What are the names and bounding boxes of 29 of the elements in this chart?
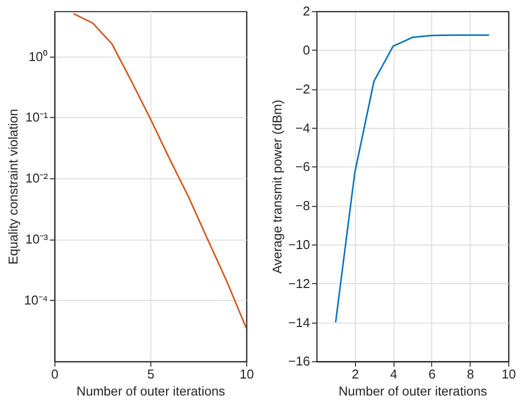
- y-tick-label: 2: [302, 4, 310, 19]
- y-tick-label: 0: [302, 42, 310, 58]
- x-axis-title: Number of outer iterations: [76, 383, 226, 398]
- x-tick-label: 4: [390, 366, 398, 382]
- y-tick-label: 10⁻²: [25, 170, 49, 186]
- x-axis-title: Number of outer iterations: [338, 383, 488, 398]
- y-tick-label: 10⁰: [28, 48, 48, 64]
- y-tick-label: −14: [288, 314, 310, 330]
- y-tick-label: 10⁻³: [25, 232, 49, 247]
- y-tick-label: −10: [288, 236, 310, 252]
- x-tick-label: 8: [466, 366, 474, 382]
- y-tick-label: −16: [288, 354, 310, 369]
- y-tick-label: −4: [295, 120, 310, 136]
- y-tick-label: 10⁻¹: [25, 110, 48, 125]
- line-series: [334, 34, 490, 324]
- x-tick-label: 6: [428, 366, 436, 382]
- y-tick-label: −8: [295, 198, 310, 214]
- line-series: [72, 12, 246, 329]
- x-tick-label: 10: [502, 366, 516, 382]
- x-tick-label: 0: [51, 366, 58, 382]
- y-tick-label: −2: [295, 81, 310, 96]
- y-tick-label: 10⁻⁴: [24, 292, 48, 308]
- x-tick-label: 10: [240, 366, 254, 382]
- x-tick-label: 5: [147, 366, 154, 382]
- y-tick-label: −12: [288, 276, 310, 291]
- y-axis-title: Average transmit power (dBm): [269, 100, 284, 274]
- y-axis-title: Equality constraint violation: [5, 108, 20, 264]
- x-tick-label: 2: [352, 366, 359, 382]
- y-tick-label: −6: [295, 159, 310, 174]
